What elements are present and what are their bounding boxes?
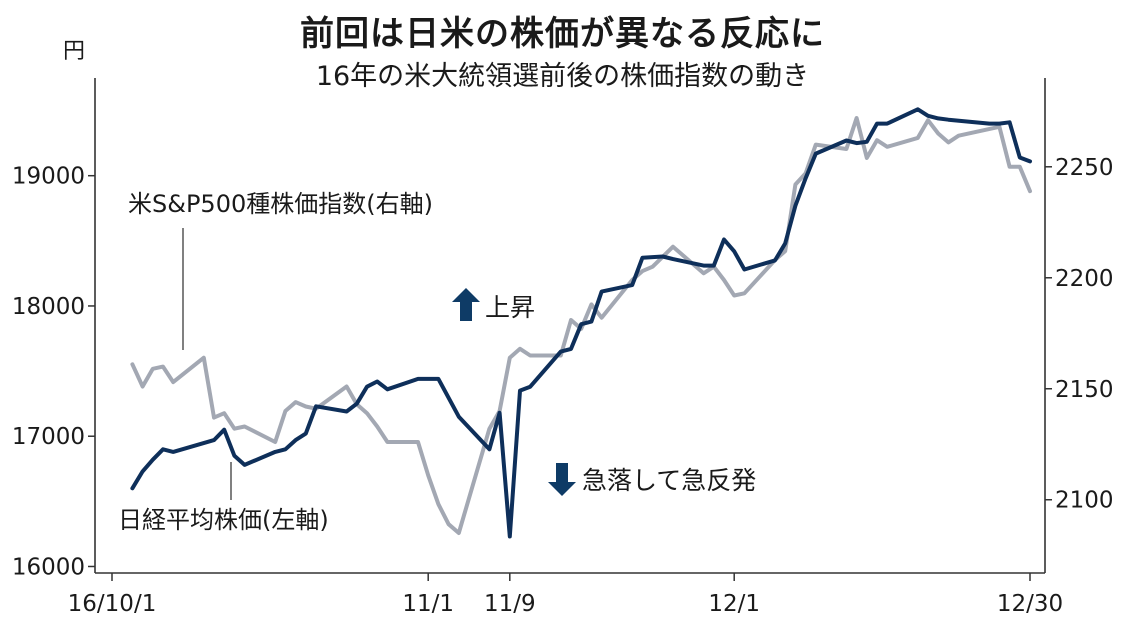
right-tick-label: 2100 <box>1055 488 1114 514</box>
nikkei-line <box>130 107 1032 539</box>
x-tick-label: 16/10/1 <box>68 591 157 617</box>
left-tick-label: 17000 <box>12 424 85 450</box>
up-label: 上昇 <box>485 293 535 322</box>
chart-title: 前回は日米の株価が異なる反応に <box>300 14 825 54</box>
x-tick-label: 12/30 <box>997 591 1063 617</box>
chart-subtitle: 16年の米大統領選前後の株価指数の動き <box>315 61 810 92</box>
left-tick-label: 16000 <box>12 554 85 580</box>
down-arrow-icon <box>548 463 576 496</box>
up-arrow-icon <box>452 288 480 321</box>
left-tick-label: 19000 <box>12 164 85 190</box>
left-tick-label: 18000 <box>12 294 85 320</box>
left-axis-unit: 円 <box>63 39 86 64</box>
nikkei-label: 日経平均株価(左軸) <box>118 506 329 534</box>
right-tick-label: 2150 <box>1055 377 1114 403</box>
down-label: 急落して急反発 <box>582 466 756 495</box>
right-tick-label: 2250 <box>1055 155 1114 181</box>
sp500-label: 米S&P500種株価指数(右軸) <box>128 190 433 218</box>
x-tick-label: 12/1 <box>708 591 760 617</box>
sp500-line <box>130 116 1032 535</box>
x-tick-label: 11/1 <box>402 591 454 617</box>
axes: 16000 17000 18000 19000 2100 2150 2200 2250 16/1… <box>12 78 1114 617</box>
series-lines <box>130 107 1032 539</box>
x-tick-label: 11/9 <box>484 591 536 617</box>
right-tick-label: 2200 <box>1055 266 1114 292</box>
